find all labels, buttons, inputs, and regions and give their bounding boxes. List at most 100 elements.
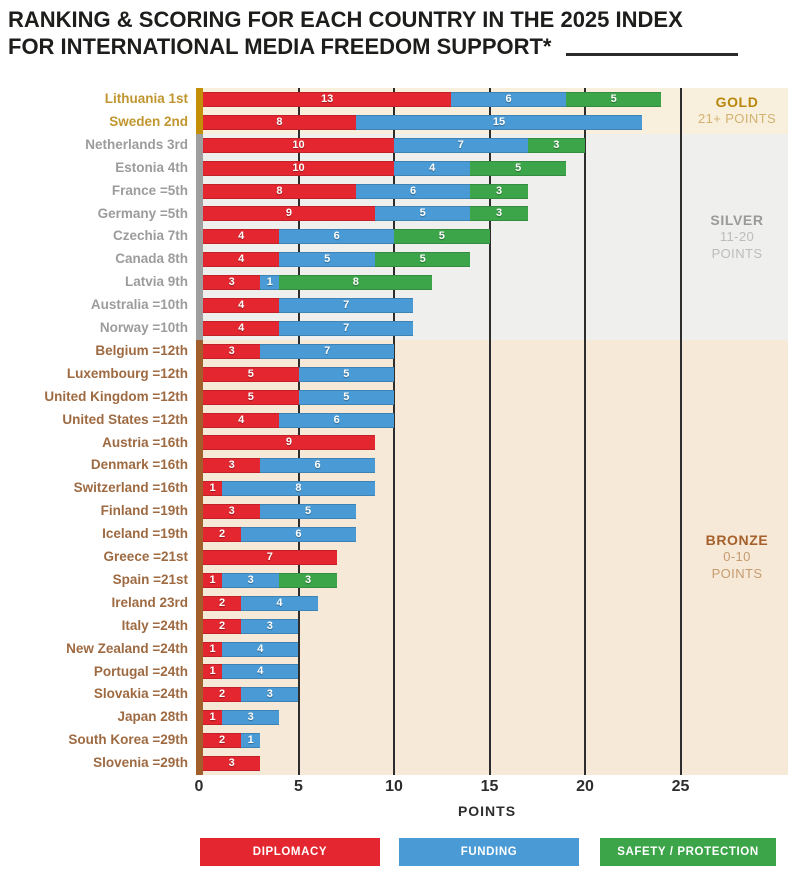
bar-segment-safety: 5 bbox=[394, 229, 490, 245]
bar-value: 3 bbox=[228, 505, 235, 518]
bar-segment-funding: 15 bbox=[355, 114, 643, 130]
bar-segment-funding: 6 bbox=[260, 458, 375, 474]
bar-segment-safety: 3 bbox=[470, 183, 528, 199]
axis-tick-label-0: 0 bbox=[194, 778, 204, 795]
bar-value: 2 bbox=[219, 596, 226, 609]
zone-strip-bronze bbox=[196, 339, 203, 775]
bar-value: 2 bbox=[219, 619, 226, 632]
bar-value: 3 bbox=[553, 138, 560, 151]
bar-segment-diplomacy: 5 bbox=[203, 389, 299, 405]
country-row: Australia =10th 4 7 bbox=[0, 294, 800, 317]
country-row: Sweden 2nd 8 15 bbox=[0, 111, 800, 134]
legend-item-funding: FUNDING bbox=[399, 838, 579, 866]
bar-segment-funding: 7 bbox=[260, 343, 394, 359]
bar-value: 7 bbox=[457, 138, 464, 151]
bar-value: 3 bbox=[495, 184, 503, 197]
country-label: Slovakia =24th bbox=[93, 686, 188, 702]
bar-value: 7 bbox=[343, 299, 350, 312]
bar-segment-diplomacy: 2 bbox=[203, 618, 242, 634]
country-label: France =5th bbox=[111, 182, 188, 198]
bar-segment-diplomacy: 1 bbox=[203, 710, 223, 726]
bar-segment-diplomacy: 2 bbox=[203, 733, 242, 749]
country-row: Norway =10th 4 7 bbox=[0, 317, 800, 340]
country-label: Slovenia =29th bbox=[93, 755, 188, 771]
zone-range-silver: 11-20 bbox=[719, 228, 755, 244]
bar-segment-diplomacy: 3 bbox=[203, 458, 261, 474]
country-row: Austria =16th 9 bbox=[0, 432, 800, 455]
zone-range-bronze: 0-10 bbox=[723, 549, 751, 565]
country-row: Denmark =16th 3 6 bbox=[0, 454, 800, 477]
bar-segment-funding: 4 bbox=[222, 664, 299, 680]
country-label: Finland =19th bbox=[100, 503, 188, 519]
bar-value: 10 bbox=[292, 161, 305, 174]
chart-title-line2: FOR INTERNATIONAL MEDIA FREEDOM SUPPORT* bbox=[8, 34, 552, 59]
bar-value: 3 bbox=[228, 757, 235, 770]
country-row: Czechia 7th 4 6 5 bbox=[0, 225, 800, 248]
country-label: United States =12th bbox=[62, 411, 188, 427]
bar-segment-funding: 5 bbox=[260, 504, 356, 520]
bar-segment-diplomacy: 7 bbox=[203, 549, 337, 565]
bar-value: 4 bbox=[238, 413, 245, 426]
gridline-20 bbox=[584, 88, 586, 775]
bar-segment-diplomacy: 4 bbox=[203, 320, 280, 336]
zone-range-gold: 21+ POINTS bbox=[697, 111, 777, 127]
bar-value: 3 bbox=[247, 573, 254, 586]
bar-value: 9 bbox=[285, 207, 292, 220]
bar-segment-funding: 4 bbox=[394, 160, 471, 176]
gridline-5 bbox=[297, 88, 300, 775]
legend-item-safety: SAFETY / PROTECTION bbox=[600, 838, 776, 866]
bar-value: 8 bbox=[352, 276, 359, 289]
country-row: Portugal =24th 1 4 bbox=[0, 661, 800, 684]
bar-value: 6 bbox=[314, 459, 321, 472]
bar-segment-diplomacy: 4 bbox=[203, 412, 280, 428]
zone-label-bronze: BRONZE 0-10 POINTS bbox=[688, 340, 786, 775]
zone-label-gold: GOLD 21+ POINTS bbox=[688, 88, 786, 134]
country-row: Slovakia =24th 2 3 bbox=[0, 683, 800, 706]
bar-value: 4 bbox=[429, 161, 436, 174]
bar-value: 7 bbox=[266, 550, 273, 563]
bar-value: 1 bbox=[209, 665, 216, 678]
bar-segment-safety: 3 bbox=[470, 206, 528, 222]
country-row: Switzerland =16th 1 8 bbox=[0, 477, 800, 500]
bar-segment-funding: 3 bbox=[241, 687, 299, 703]
bar-segment-diplomacy: 5 bbox=[203, 366, 299, 382]
axis-tick-label-20: 20 bbox=[576, 778, 594, 795]
bar-segment-diplomacy: 3 bbox=[203, 343, 261, 359]
country-row: Italy =24th 2 3 bbox=[0, 615, 800, 638]
bar-value: 3 bbox=[495, 207, 503, 220]
country-row: Japan 28th 1 3 bbox=[0, 706, 800, 729]
bar-value: 5 bbox=[438, 230, 445, 243]
country-label: Netherlands 3rd bbox=[85, 136, 188, 152]
country-label: Austria =16th bbox=[102, 434, 188, 450]
bar-segment-funding: 6 bbox=[279, 412, 394, 428]
bar-value: 5 bbox=[419, 253, 426, 266]
bar-value: 5 bbox=[247, 367, 254, 380]
bar-segment-funding: 6 bbox=[355, 183, 471, 199]
bar-segment-diplomacy: 10 bbox=[203, 160, 394, 176]
bar-segment-diplomacy: 4 bbox=[203, 252, 280, 268]
bar-value: 3 bbox=[247, 711, 254, 724]
bar-value: 1 bbox=[209, 711, 216, 724]
bar-segment-diplomacy: 2 bbox=[203, 527, 242, 543]
bar-value: 4 bbox=[238, 321, 245, 334]
country-label: Denmark =16th bbox=[90, 457, 188, 473]
chart-title: RANKING & SCORING FOR EACH COUNTRY IN TH… bbox=[8, 6, 792, 60]
country-row: Finland =19th 3 5 bbox=[0, 500, 800, 523]
bar-value: 2 bbox=[219, 528, 226, 541]
country-row: Estonia 4th 10 4 5 bbox=[0, 157, 800, 180]
zone-range-bronze: POINTS bbox=[711, 566, 763, 582]
country-label: Greece =21st bbox=[103, 549, 188, 564]
country-label: Portugal =24th bbox=[93, 663, 188, 679]
bar-segment-diplomacy: 2 bbox=[203, 687, 242, 703]
bar-segment-safety: 5 bbox=[470, 160, 566, 176]
country-label: Iceland =19th bbox=[102, 526, 188, 542]
country-row: Spain =21st 1 3 3 bbox=[0, 569, 800, 592]
bar-value: 1 bbox=[209, 642, 216, 655]
bar-segment-diplomacy: 8 bbox=[203, 183, 356, 199]
bar-segment-funding: 4 bbox=[241, 595, 318, 611]
country-row: Canada 8th 4 5 5 bbox=[0, 248, 800, 271]
bar-segment-diplomacy: 13 bbox=[203, 91, 452, 107]
country-label: Luxembourg =12th bbox=[66, 365, 188, 381]
country-row: France =5th 8 6 3 bbox=[0, 180, 800, 203]
bar-segment-funding: 6 bbox=[279, 229, 394, 245]
